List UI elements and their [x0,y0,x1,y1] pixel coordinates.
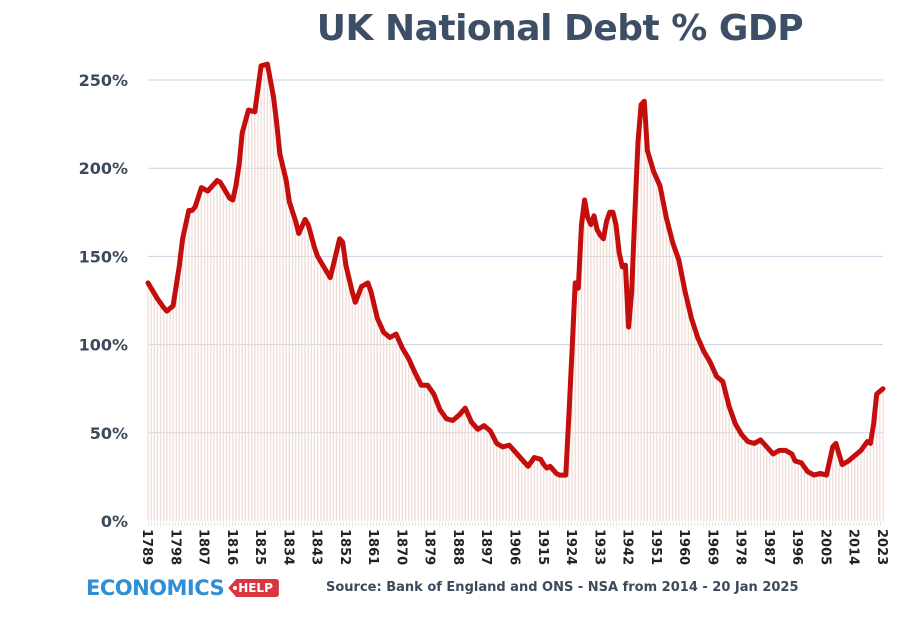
x-tick-label: 2023 [874,529,889,565]
x-tick-label: 1789 [139,529,154,565]
x-tick-label: 1978 [733,529,748,565]
y-tick-label: 100% [79,336,128,355]
x-tick-label: 1879 [422,529,437,565]
x-tick-label: 1870 [393,529,408,565]
y-tick-label: 250% [79,71,128,90]
y-tick-label: 200% [79,159,128,178]
y-tick-label: 150% [79,247,128,266]
x-tick-label: 1906 [507,529,522,565]
x-tick-label: 1843 [309,529,324,565]
logo-tag-icon: HELP [228,579,279,597]
x-tick-label: 1933 [591,529,606,565]
source-note: Source: Bank of England and ONS - NSA fr… [326,580,799,595]
footer: ECONOMICS HELP Source: Bank of England a… [86,576,886,606]
x-tick-label: 1861 [365,529,380,565]
x-tick-label: 1987 [761,529,776,565]
x-axis: 1789 1798 1807 1816 1825 1834 1843 1852 1861 1870… [139,529,889,565]
x-tick-label: 1951 [648,529,663,565]
x-tick-label: 1915 [535,529,550,565]
x-tick-label: 1852 [337,529,352,565]
x-tick-label: 1924 [563,529,578,565]
y-tick-label: 0% [101,512,128,531]
logo-text: ECONOMICS [86,576,225,600]
x-tick-label: 1942 [620,529,635,565]
x-tick-label: 1888 [450,529,465,565]
y-axis: 0% 50% 100% 150% 200% 250% [79,71,128,531]
x-tick-label: 1807 [196,529,211,565]
x-tick-label: 1897 [478,529,493,565]
x-tick-label: 2014 [846,529,861,565]
debt-line-series [145,61,886,478]
x-tick-label: 1834 [280,529,295,565]
y-tick-label: 50% [90,424,128,443]
x-tick-label: 1969 [704,529,719,565]
economics-help-logo: ECONOMICS HELP [86,576,279,600]
x-tick-label: 2005 [817,529,832,565]
x-tick-label: 1798 [167,529,182,565]
x-tick-label: 1816 [224,529,239,565]
x-tick-label: 1825 [252,529,267,565]
x-tick-label: 1996 [789,529,804,565]
chart-title: UK National Debt % GDP [316,8,804,49]
year-bars [147,64,884,526]
x-tick-label: 1960 [676,529,691,565]
